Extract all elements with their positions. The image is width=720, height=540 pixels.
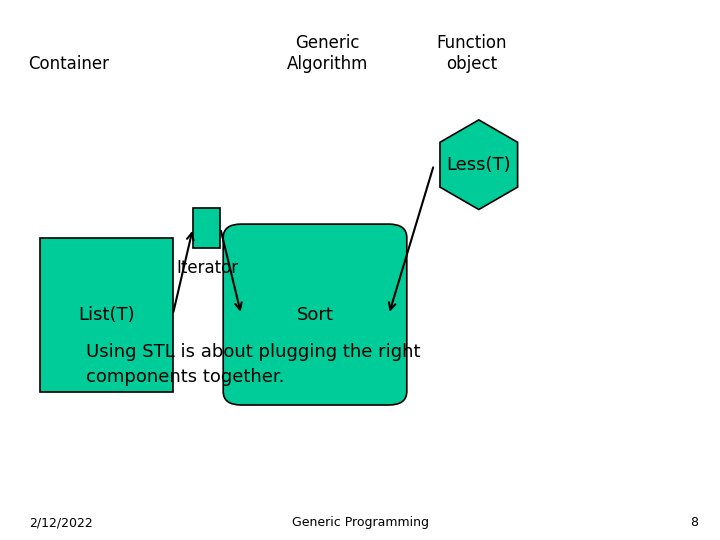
- Polygon shape: [440, 120, 518, 210]
- Text: 2/12/2022: 2/12/2022: [29, 516, 93, 529]
- Text: Iterator: Iterator: [176, 259, 238, 277]
- FancyBboxPatch shape: [193, 208, 220, 248]
- Text: Sort: Sort: [297, 306, 333, 323]
- Text: 8: 8: [690, 516, 698, 529]
- Text: Generic
Algorithm: Generic Algorithm: [287, 34, 369, 73]
- Text: Generic Programming: Generic Programming: [292, 516, 428, 529]
- Text: Container: Container: [28, 55, 109, 73]
- Text: Function
object: Function object: [436, 34, 507, 73]
- Text: Using STL is about plugging the right
components together.: Using STL is about plugging the right co…: [86, 343, 421, 386]
- FancyBboxPatch shape: [223, 224, 407, 405]
- FancyBboxPatch shape: [40, 238, 173, 392]
- Text: List(T): List(T): [78, 306, 135, 323]
- Text: Less(T): Less(T): [446, 156, 511, 174]
